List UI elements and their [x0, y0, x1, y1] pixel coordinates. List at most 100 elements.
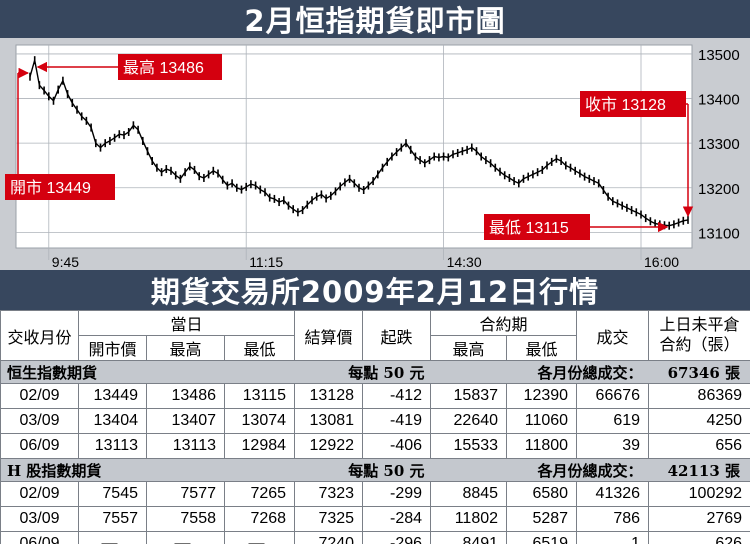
table-row: 06/09— — —7240 -296 8491 6519 1 626	[0, 531, 750, 544]
cell-month: 02/09	[0, 383, 79, 409]
table-cell: 13081	[294, 408, 364, 434]
table-row: 03/09 7557 7558 7268 7325 -284 11802 5287 786 276…	[0, 506, 750, 532]
y-tick-label: 13100	[698, 225, 740, 242]
high-annotation-box	[118, 54, 222, 80]
group-total: 67346 張	[648, 360, 750, 384]
table-cell: 7557	[78, 506, 147, 532]
group-point-value: 每點 50 元	[294, 360, 431, 384]
cell-month: 02/09	[0, 481, 79, 507]
table-cell: 12390	[506, 383, 578, 409]
open-annotation: 開市 13449	[10, 179, 91, 197]
table-cell: 39	[576, 433, 650, 459]
table-row: 02/09 7545 7577 7265 7323 -299 8845 6580 41326 10…	[0, 481, 750, 507]
plot-area	[15, 44, 693, 249]
table-cell: 15533	[430, 433, 508, 459]
group-row: H 股指數期貨 每點 50 元各月份總成交： 42113 張	[0, 458, 750, 482]
group-total: 42113 張	[648, 458, 750, 482]
open-annotation-box	[5, 174, 115, 200]
table-cell: 1	[576, 531, 650, 544]
table-cell: -299	[362, 481, 432, 507]
x-tick-label: 9:45	[52, 254, 79, 270]
table-row: 06/09 13113 13113 12984 12922 -406 15533 11800 3…	[0, 433, 750, 459]
header-cp-high: 最高	[430, 335, 508, 361]
cell-month: 06/09	[0, 531, 79, 544]
cell-month: 03/09	[0, 408, 79, 434]
chart-title: 2月恒指期貨即市圖	[244, 4, 506, 38]
x-tick-label: 14:30	[447, 254, 482, 270]
header-volume: 成交	[576, 310, 650, 361]
table-cell: 11802	[430, 506, 508, 532]
x-tick-label: 16:00	[644, 254, 679, 270]
table-cell: —	[78, 531, 147, 544]
table-cell: 13074	[223, 408, 296, 434]
table-cell: 6580	[506, 481, 578, 507]
table-cell: 13113	[78, 433, 147, 459]
header-open-interest: 上日未平倉 合約（張）	[648, 310, 750, 361]
header-open: 開市價	[78, 335, 147, 361]
y-tick-label: 13500	[698, 47, 740, 64]
close-annotation: 收市 13128	[585, 96, 666, 114]
table-cell: 11800	[506, 433, 578, 459]
table-cell: -412	[362, 383, 432, 409]
table-cell: 626	[648, 531, 750, 544]
cell-month: 03/09	[0, 506, 79, 532]
table-row: 02/09 13449 13486 13115 13128 -412 15837 12390 6…	[0, 383, 750, 409]
table-cell: 12984	[223, 433, 296, 459]
header-oi-line2: 合約（張）	[659, 336, 740, 354]
table-cell: 7268	[223, 506, 296, 532]
header-today: 當日	[77, 310, 296, 336]
table-cell: -284	[362, 506, 432, 532]
low-annotation: 最低 13115	[489, 219, 569, 237]
table-cell: 7240	[294, 531, 364, 544]
table-cell: -406	[362, 433, 432, 459]
table-cell: 656	[648, 433, 750, 459]
table-cell: 7558	[146, 506, 225, 532]
futures-quote-table: 交收月份 當日 結算價 起跌 合約期 成交 上日未平倉 合約（張） 開市價 最高…	[0, 310, 750, 544]
table-cell: 8845	[430, 481, 508, 507]
header-contract-period: 合約期	[430, 310, 578, 336]
table-cell: 13115	[223, 383, 296, 409]
header-month: 交收月份	[0, 310, 79, 361]
group-name: H 股指數期貨	[0, 458, 295, 482]
table-cell: 7577	[146, 481, 225, 507]
table-body: 恒生指數期貨 每點 50 元各月份總成交： 67346 張 02/09 13449 134…	[0, 360, 750, 544]
cell-month: 06/09	[0, 433, 79, 459]
table-cell: 619	[576, 408, 650, 434]
table-cell: 13128	[294, 383, 364, 409]
group-row: 恒生指數期貨 每點 50 元各月份總成交： 67346 張	[0, 360, 750, 384]
table-cell: 5287	[506, 506, 578, 532]
header-low: 最低	[223, 335, 296, 361]
y-tick-label: 13300	[698, 136, 740, 153]
y-tick-label: 13200	[698, 181, 740, 198]
table-cell: 2769	[648, 506, 750, 532]
table-cell: —	[146, 531, 225, 544]
table-cell: 7323	[294, 481, 364, 507]
table-cell: 22640	[430, 408, 508, 434]
table-cell: 66676	[576, 383, 650, 409]
header-cp-low: 最低	[506, 335, 578, 361]
low-annotation-box	[484, 214, 590, 240]
group-total-label: 各月份總成交：	[430, 360, 649, 384]
table-cell: 13407	[146, 408, 225, 434]
table-cell: 6519	[506, 531, 578, 544]
table-title: 期貨交易所2009年2月12日行情	[150, 275, 600, 309]
table-cell: 4250	[648, 408, 750, 434]
table-cell: 86369	[648, 383, 750, 409]
x-tick-label: 11:15	[249, 254, 283, 270]
header-change: 起跌	[362, 310, 432, 361]
close-annotation-box	[580, 91, 686, 117]
table-cell: 13486	[146, 383, 225, 409]
table-cell: 11060	[506, 408, 578, 434]
y-tick-label: 13400	[698, 92, 740, 109]
table-cell: 786	[576, 506, 650, 532]
table-row: 03/09 13404 13407 13074 13081 -419 22640 11060 6…	[0, 408, 750, 434]
chart-title-bar: 2月恒指期貨即市圖	[0, 0, 750, 38]
chart-panel: 13100 13200 13300 13400 13500 9:45 11:15 14:30 1…	[0, 38, 750, 270]
header-settle: 結算價	[294, 310, 364, 361]
high-annotation: 最高 13486	[123, 59, 204, 77]
table-cell: -296	[362, 531, 432, 544]
header-oi-line1: 上日未平倉	[659, 316, 740, 334]
table-cell: -419	[362, 408, 432, 434]
table-cell: 13404	[78, 408, 147, 434]
group-total-label: 各月份總成交：	[430, 458, 649, 482]
